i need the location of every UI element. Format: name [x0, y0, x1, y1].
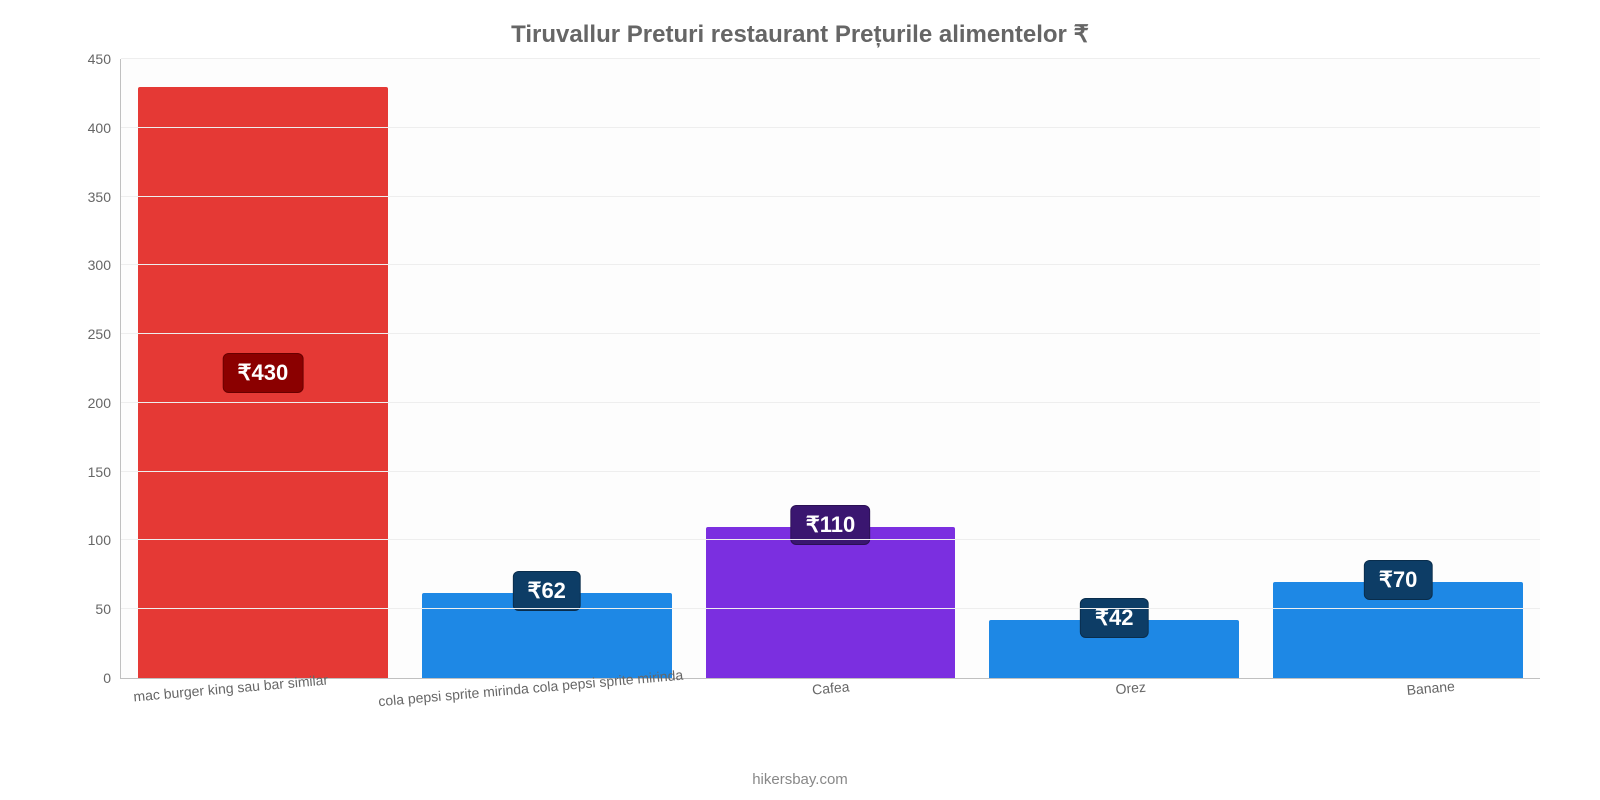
plot-outer: ₹430₹62₹110₹42₹70 0501001502002503003504… — [120, 59, 1540, 679]
gridline — [121, 127, 1540, 128]
gridline — [121, 539, 1540, 540]
y-tick-label: 300 — [88, 257, 121, 273]
y-tick-label: 350 — [88, 189, 121, 205]
chart-container: Tiruvallur Preturi restaurant Prețurile … — [0, 0, 1600, 800]
plot-area: ₹430₹62₹110₹42₹70 0501001502002503003504… — [120, 59, 1540, 679]
bar: ₹430 — [138, 87, 388, 678]
x-label-slot: Orez — [980, 680, 1280, 720]
x-axis-labels: mac burger king sau bar similarcola peps… — [80, 680, 1580, 720]
y-tick-label: 450 — [88, 51, 121, 67]
y-tick-label: 100 — [88, 532, 121, 548]
bar-value-label: ₹70 — [1364, 560, 1432, 600]
gridline — [121, 608, 1540, 609]
bar: ₹42 — [989, 620, 1239, 678]
bar-slot: ₹70 — [1256, 59, 1540, 678]
bar: ₹110 — [706, 527, 956, 678]
chart-title: Tiruvallur Preturi restaurant Prețurile … — [40, 20, 1560, 49]
x-label-slot: mac burger king sau bar similar — [80, 680, 380, 720]
bar-slot: ₹110 — [689, 59, 973, 678]
gridline — [121, 402, 1540, 403]
x-tick-label: Orez — [1115, 679, 1147, 698]
y-tick-label: 200 — [88, 395, 121, 411]
x-label-slot: cola pepsi sprite mirinda cola pepsi spr… — [380, 680, 680, 720]
gridline — [121, 264, 1540, 265]
bar-value-label: ₹430 — [223, 353, 304, 393]
bar-value-label: ₹62 — [512, 571, 580, 611]
x-tick-label: Cafea — [811, 678, 850, 697]
y-tick-label: 50 — [95, 601, 121, 617]
attribution-text: hikersbay.com — [752, 771, 848, 788]
gridline — [121, 471, 1540, 472]
y-tick-label: 400 — [88, 120, 121, 136]
bars-group: ₹430 ₹62 ₹110 ₹42 ₹70 — [121, 59, 1540, 678]
gridline — [121, 333, 1540, 334]
gridline — [121, 58, 1540, 59]
bar-value-label: ₹42 — [1080, 598, 1148, 638]
bar-slot: ₹42 — [972, 59, 1256, 678]
x-label-slot: Banane — [1280, 680, 1580, 720]
gridline — [121, 196, 1540, 197]
bar: ₹70 — [1273, 582, 1523, 678]
y-tick-label: 150 — [88, 464, 121, 480]
bar-slot: ₹430 — [121, 59, 405, 678]
y-tick-label: 250 — [88, 326, 121, 342]
bar-slot: ₹62 — [405, 59, 689, 678]
x-label-slot: Cafea — [680, 680, 980, 720]
bar: ₹62 — [422, 593, 672, 678]
x-tick-label: Banane — [1406, 678, 1455, 698]
